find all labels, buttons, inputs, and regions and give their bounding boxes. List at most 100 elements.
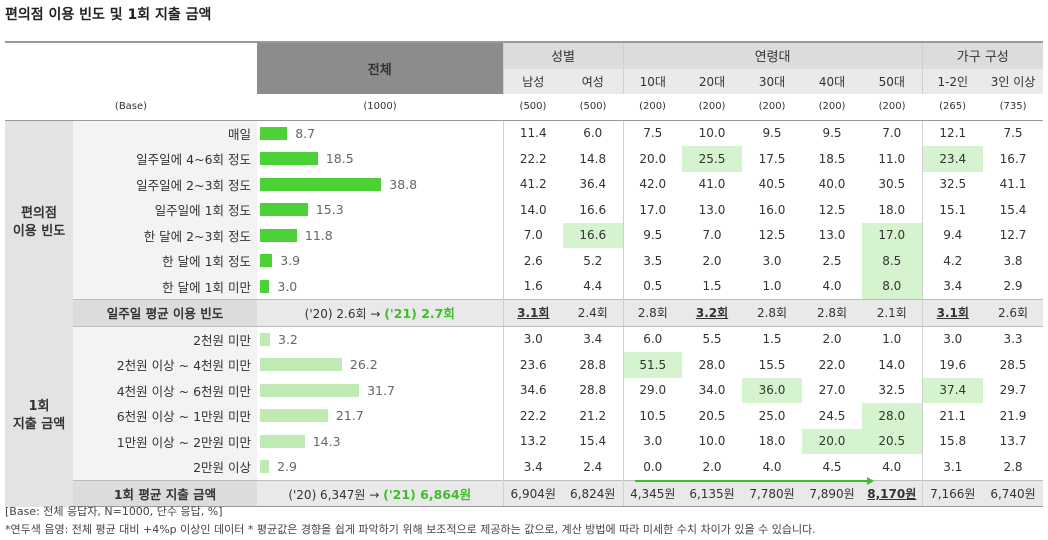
bar-value-label: 3.0	[277, 278, 298, 294]
table-row: 일주일에 2~3회 정도 38.8 41.2 36.4 42.0 41.0 40.5 40.0…	[5, 171, 1043, 197]
data-table: 전체 성별 연령대 가구 구성 남성 여성 10대 20대 30대 40대 50대 1-2인 3인 이상…	[5, 41, 1044, 507]
value-cell: 1.5	[702, 279, 722, 294]
value-cell: 42.0	[622, 171, 683, 197]
value-cell: 4.4	[583, 279, 603, 294]
value-cell: 34.0	[698, 383, 726, 398]
value-cell: 6.0	[622, 326, 683, 352]
summary-prev: ('20) 2.6회 →	[304, 307, 385, 322]
header-row-cols: 남성 여성 10대 20대 30대 40대 50대 1-2인 3인 이상	[5, 68, 1044, 94]
base-value: (200)	[862, 94, 923, 121]
header-col: 20대	[682, 68, 743, 94]
value-cell: 15.5	[758, 357, 786, 372]
value-cell: 16.0	[758, 202, 786, 217]
value-cell: 23.4	[921, 146, 984, 172]
bar-cell: 18.5	[257, 146, 503, 172]
base-value: (200)	[802, 94, 863, 121]
value-cell: 41.0	[698, 177, 726, 192]
value-cell: 18.5	[818, 151, 846, 166]
table-row: 일주일에 4~6회 정도 18.5 22.2 14.8 20.0 25.5 17.5 18.5…	[5, 146, 1043, 172]
row-label: 2천원 미만	[73, 326, 257, 352]
header-col: 남성	[502, 68, 563, 94]
value-cell: 0.0	[622, 454, 683, 480]
summary-current: ('21) 2.7회	[384, 306, 455, 322]
table-row: 일주일에 1회 정도 15.3 14.0 16.6 17.0 13.0 16.0 12.5 18…	[5, 197, 1043, 223]
summary-row: 1회 평균 지출 금액 ('20) 6,347원 → ('21) 6,864원 6,…	[5, 479, 1044, 507]
bar-value-label: 8.7	[295, 125, 316, 141]
value-cell: 8.5	[862, 248, 923, 274]
value-cell: 19.6	[921, 352, 984, 378]
table-row: 1회 지출 금액 2천원 미만 3.2 3.0 3.4 6.0 5.5 1.5 2.0 1.0 3.0…	[5, 326, 1043, 507]
header-blank	[5, 41, 257, 94]
bar-cell: 15.3	[257, 197, 503, 223]
summary-value: 6,904원	[502, 479, 563, 507]
value-cell: 40.5	[758, 177, 786, 192]
row-label: 2천원 이상 ~ 4천원 미만	[73, 352, 257, 378]
summary-total: ('20) 2.6회 → ('21) 2.7회	[257, 299, 503, 327]
table-row: 2만원 이상 2.9 3.4 2.4 0.0 2.0 4.0 4.5 4.0 3.1 2.8	[5, 454, 1043, 480]
row-label: 1만원 이상 ~ 2만원 미만	[73, 428, 257, 454]
bar	[260, 228, 297, 242]
value-cell: 11.4	[502, 120, 563, 146]
value-cell: 0.5	[622, 273, 683, 300]
bar-value-label: 15.3	[315, 202, 344, 218]
value-cell: 18.0	[758, 434, 786, 449]
value-cell: 29.0	[622, 377, 683, 403]
summary-value: 4,345원	[622, 479, 683, 507]
value-cell: 3.4	[583, 332, 603, 347]
base-value: (200)	[682, 94, 743, 121]
header-col: 30대	[742, 68, 803, 94]
summary-total: ('20) 6,347원 → ('21) 6,864원	[257, 479, 503, 507]
bar	[260, 203, 308, 217]
value-cell: 3.0	[502, 326, 563, 352]
bar	[260, 126, 288, 140]
value-cell: 13.0	[698, 202, 726, 217]
table-row: 2천원 이상 ~ 4천원 미만 26.2 23.6 28.8 51.5 28.0 15.5 2…	[5, 352, 1043, 378]
table-row: 4천원 이상 ~ 6천원 미만 31.7 34.6 28.8 29.0 34.0 36.0 2…	[5, 377, 1043, 403]
value-cell: 22.2	[502, 403, 563, 429]
bar	[260, 409, 328, 423]
bar	[260, 152, 318, 166]
bar	[260, 383, 360, 397]
row-label: 6천원 이상 ~ 1만원 미만	[73, 403, 257, 429]
value-cell: 20.5	[862, 428, 923, 454]
row-label: 일주일에 1회 정도	[73, 197, 257, 223]
bar-value-label: 3.2	[278, 331, 298, 347]
value-cell: 13.0	[818, 228, 846, 243]
value-cell: 21.2	[579, 408, 607, 423]
summary-value: 2.4회	[563, 299, 624, 327]
value-cell: 4.2	[921, 248, 984, 274]
bar	[260, 279, 270, 293]
bar-cell: 26.2	[257, 352, 503, 378]
summary-value: 6,135원	[682, 479, 743, 507]
value-cell: 12.5	[818, 202, 846, 217]
base-value: (265)	[922, 94, 984, 121]
value-cell: 1.0	[882, 332, 902, 347]
value-cell: 28.8	[579, 383, 607, 398]
bar-value-label: 21.7	[335, 408, 364, 424]
header-col: 여성	[563, 68, 624, 94]
value-cell: 28.0	[862, 403, 923, 429]
value-cell: 2.9	[1003, 279, 1023, 294]
value-cell: 9.5	[822, 126, 842, 141]
value-cell: 16.6	[563, 222, 624, 248]
value-cell: 5.5	[702, 332, 722, 347]
header-col: 40대	[802, 68, 863, 94]
header-col: 3인 이상	[983, 68, 1044, 94]
bar	[260, 177, 382, 191]
value-cell: 20.0	[802, 428, 863, 454]
value-cell: 4.0	[882, 459, 902, 474]
value-cell: 29.7	[999, 383, 1027, 398]
value-cell: 14.8	[579, 151, 607, 166]
row-label: 일주일에 2~3회 정도	[73, 171, 257, 197]
value-cell: 6.0	[583, 126, 603, 141]
value-cell: 41.2	[502, 171, 563, 197]
bar-cell: 8.7	[257, 120, 503, 146]
value-cell: 3.0	[622, 428, 683, 454]
value-cell: 15.8	[921, 428, 984, 454]
value-cell: 2.0	[702, 459, 722, 474]
header-col: 1-2인	[921, 68, 984, 94]
base-value: (200)	[623, 94, 683, 121]
value-cell: 28.0	[698, 357, 726, 372]
bar	[260, 434, 305, 448]
header-group: 가구 구성	[921, 41, 1044, 69]
